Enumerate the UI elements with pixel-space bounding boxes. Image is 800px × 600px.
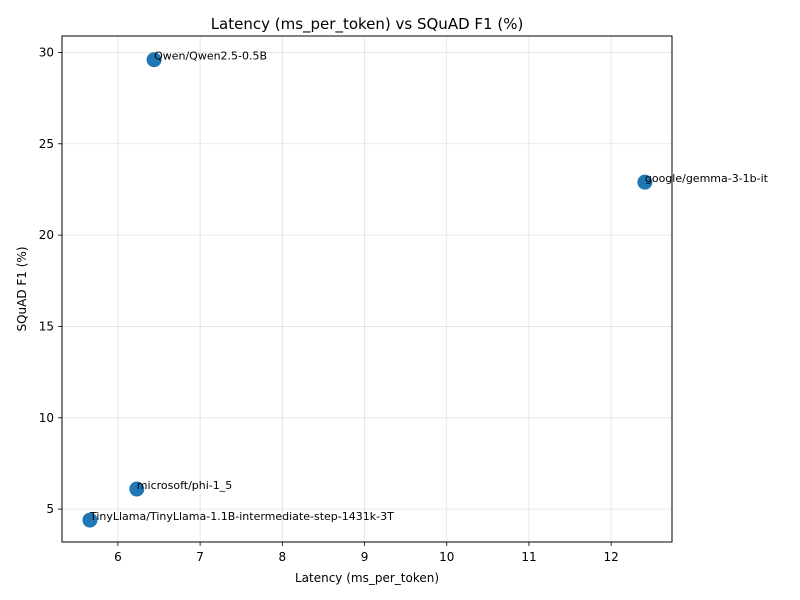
- y-axis-ticks: 5 10 15 20 25 30: [39, 45, 62, 516]
- y-axis-label: SQuAD F1 (%): [15, 246, 29, 331]
- y-tick-label: 30: [39, 45, 54, 59]
- x-tick-label: 6: [114, 550, 122, 564]
- x-tick-label: 8: [279, 550, 287, 564]
- data-point-label: microsoft/phi-1_5: [137, 479, 232, 492]
- data-point-label: TinyLlama/TinyLlama-1.1B-intermediate-st…: [89, 510, 394, 523]
- x-tick-label: 11: [521, 550, 536, 564]
- data-point-label: google/gemma-3-1b-it: [645, 172, 769, 185]
- y-tick-label: 20: [39, 228, 54, 242]
- data-point: [637, 174, 653, 190]
- x-tick-label: 10: [439, 550, 454, 564]
- x-tick-label: 12: [604, 550, 619, 564]
- grid: [62, 36, 672, 542]
- x-axis-label: Latency (ms_per_token): [295, 571, 439, 585]
- x-tick-label: 7: [196, 550, 204, 564]
- x-axis-ticks: 6 7 8 9 10 11 12: [114, 542, 619, 564]
- chart-title: Latency (ms_per_token) vs SQuAD F1 (%): [211, 15, 524, 34]
- data-point: [82, 512, 98, 528]
- y-tick-label: 5: [46, 502, 54, 516]
- data-point: [146, 52, 162, 68]
- y-tick-label: 25: [39, 137, 54, 151]
- x-tick-label: 9: [361, 550, 369, 564]
- data-point: [129, 481, 145, 497]
- data-points: Qwen/Qwen2.5-0.5B google/gemma-3-1b-it mic…: [82, 50, 769, 528]
- data-point-label: Qwen/Qwen2.5-0.5B: [154, 50, 267, 63]
- y-tick-label: 10: [39, 411, 54, 425]
- y-tick-label: 15: [39, 319, 54, 333]
- plot-frame: [61, 35, 673, 543]
